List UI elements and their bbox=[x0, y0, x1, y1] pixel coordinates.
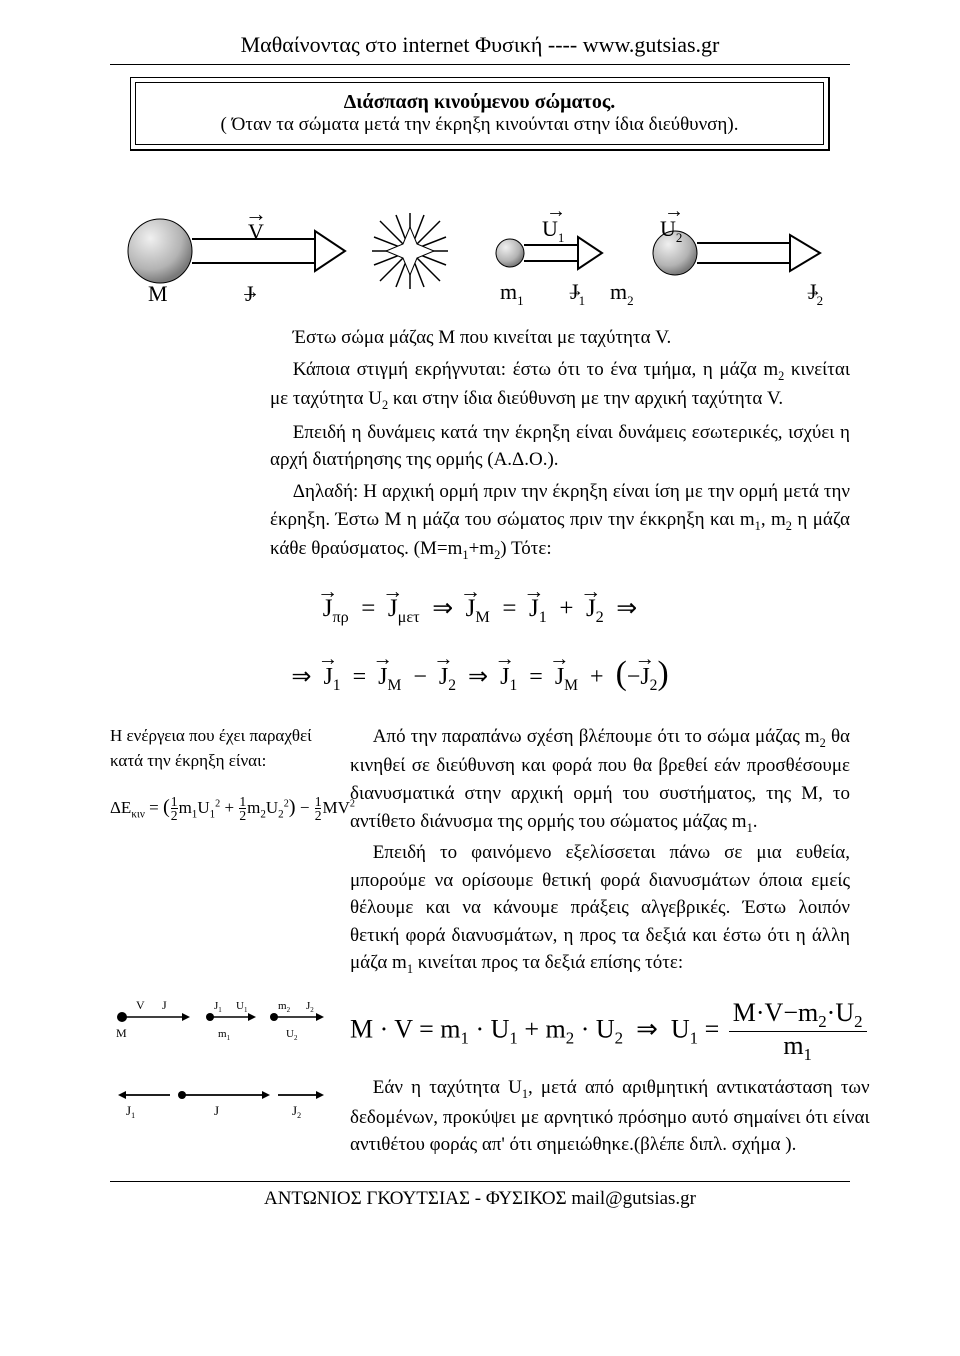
svg-text:J: J bbox=[162, 998, 167, 1012]
two-column-section: Η ενέργεια που έχει παραχθεί κατά την έκ… bbox=[110, 723, 850, 981]
svg-text:J1: J1 bbox=[126, 1103, 135, 1120]
equation-derived: ⇒ J1 = JM − J2 ⇒ J1 = JM + (−J2) bbox=[110, 655, 850, 695]
bottom-row: V J M J1 U1 m1 m2 J2 U2 J1 J bbox=[110, 995, 850, 1159]
bottom-body: M · V = m1 · U1 + m2 · U2 ⇒ U1 = M·V−m2·… bbox=[350, 995, 870, 1159]
eq-sub-before: πρ bbox=[332, 608, 348, 626]
p4e: ) Τότε: bbox=[500, 538, 551, 559]
side-text: Η ενέργεια που έχει παραχθεί κατά την έκ… bbox=[110, 723, 330, 774]
svg-text:M: M bbox=[116, 1026, 127, 1040]
title-line-2: ( Όταν τα σώματα μετά την έκρηξη κινούντ… bbox=[148, 114, 811, 136]
p3: Επειδή η δυνάμεις κατά την έκρηξη είναι … bbox=[270, 422, 850, 471]
svg-text:M: M bbox=[148, 281, 168, 306]
svg-text:J2: J2 bbox=[292, 1103, 301, 1120]
svg-text:m1: m1 bbox=[218, 1028, 231, 1042]
main-diagram: → V M → J → U1 m1 → J1 bbox=[110, 181, 850, 311]
eq-sub-after: μετ bbox=[398, 608, 420, 626]
p5c: . bbox=[753, 811, 758, 832]
svg-text:J: J bbox=[245, 281, 254, 306]
svg-text:U2: U2 bbox=[286, 1028, 298, 1042]
title-box: Διάσπαση κινούμενου σώματος. ( Όταν τα σ… bbox=[130, 77, 830, 151]
equation-conservation: Jπρ = Jμετ ⇒ JM = J1 + J2 ⇒ bbox=[110, 593, 850, 627]
p7a: Εάν η ταχύτητα U bbox=[373, 1077, 522, 1098]
svg-text:J2: J2 bbox=[306, 1000, 314, 1014]
p1: Έστω σώμα μάζας Μ που κινείται με ταχύτη… bbox=[293, 327, 672, 348]
title-line-1: Διάσπαση κινούμενου σώματος. bbox=[148, 91, 811, 114]
p6b: κινείται προς τα δεξιά επίσης τότε: bbox=[413, 952, 683, 973]
p4b: , m bbox=[761, 509, 786, 530]
p2c: και στην ίδια διεύθυνση με την αρχική τα… bbox=[388, 388, 783, 409]
side-energy-note: Η ενέργεια που έχει παραχθεί κατά την έκ… bbox=[110, 723, 330, 823]
svg-text:m1: m1 bbox=[500, 279, 524, 308]
svg-text:J1: J1 bbox=[214, 1000, 222, 1014]
page-header: Μαθαίνοντας στο internet Φυσική ---- www… bbox=[110, 32, 850, 58]
p4d: +m bbox=[469, 538, 495, 559]
energy-equation: ΔΕκιν = (12m1U12 + 12m2U22) − 12MV2 bbox=[110, 792, 330, 823]
svg-text:V: V bbox=[248, 219, 264, 244]
intro-text: Έστω σώμα μάζας Μ που κινείται με ταχύτη… bbox=[270, 324, 850, 565]
body-column: Από την παραπάνω σχέση βλέπουμε ότι το σ… bbox=[350, 723, 850, 981]
header-rule bbox=[110, 64, 850, 65]
p2a: Κάποια στιγμή εκρήγνυται: έστω ότι το έν… bbox=[293, 359, 778, 380]
p5a: Από την παραπάνω σχέση βλέπουμε ότι το σ… bbox=[373, 726, 820, 747]
page: Μαθαίνοντας στο internet Φυσική ---- www… bbox=[0, 0, 960, 1240]
svg-text:V: V bbox=[136, 998, 145, 1012]
page-footer: ΑΝΤΩΝΙΟΣ ΓΚΟΥΤΣΙΑΣ - ΦΥΣΙΚΟΣ mail@gutsia… bbox=[110, 1181, 850, 1210]
title-box-inner: Διάσπαση κινούμενου σώματος. ( Όταν τα σ… bbox=[135, 82, 824, 145]
scalar-equation: M · V = m1 · U1 + m2 · U2 ⇒ U1 = M·V−m2·… bbox=[350, 999, 870, 1064]
svg-text:m2: m2 bbox=[610, 279, 634, 308]
svg-text:J: J bbox=[214, 1103, 219, 1118]
svg-text:U1: U1 bbox=[236, 1000, 248, 1014]
momentum-mini-diagram: V J M J1 U1 m1 m2 J2 U2 J1 J bbox=[110, 995, 330, 1135]
svg-text:m2: m2 bbox=[278, 1000, 291, 1014]
